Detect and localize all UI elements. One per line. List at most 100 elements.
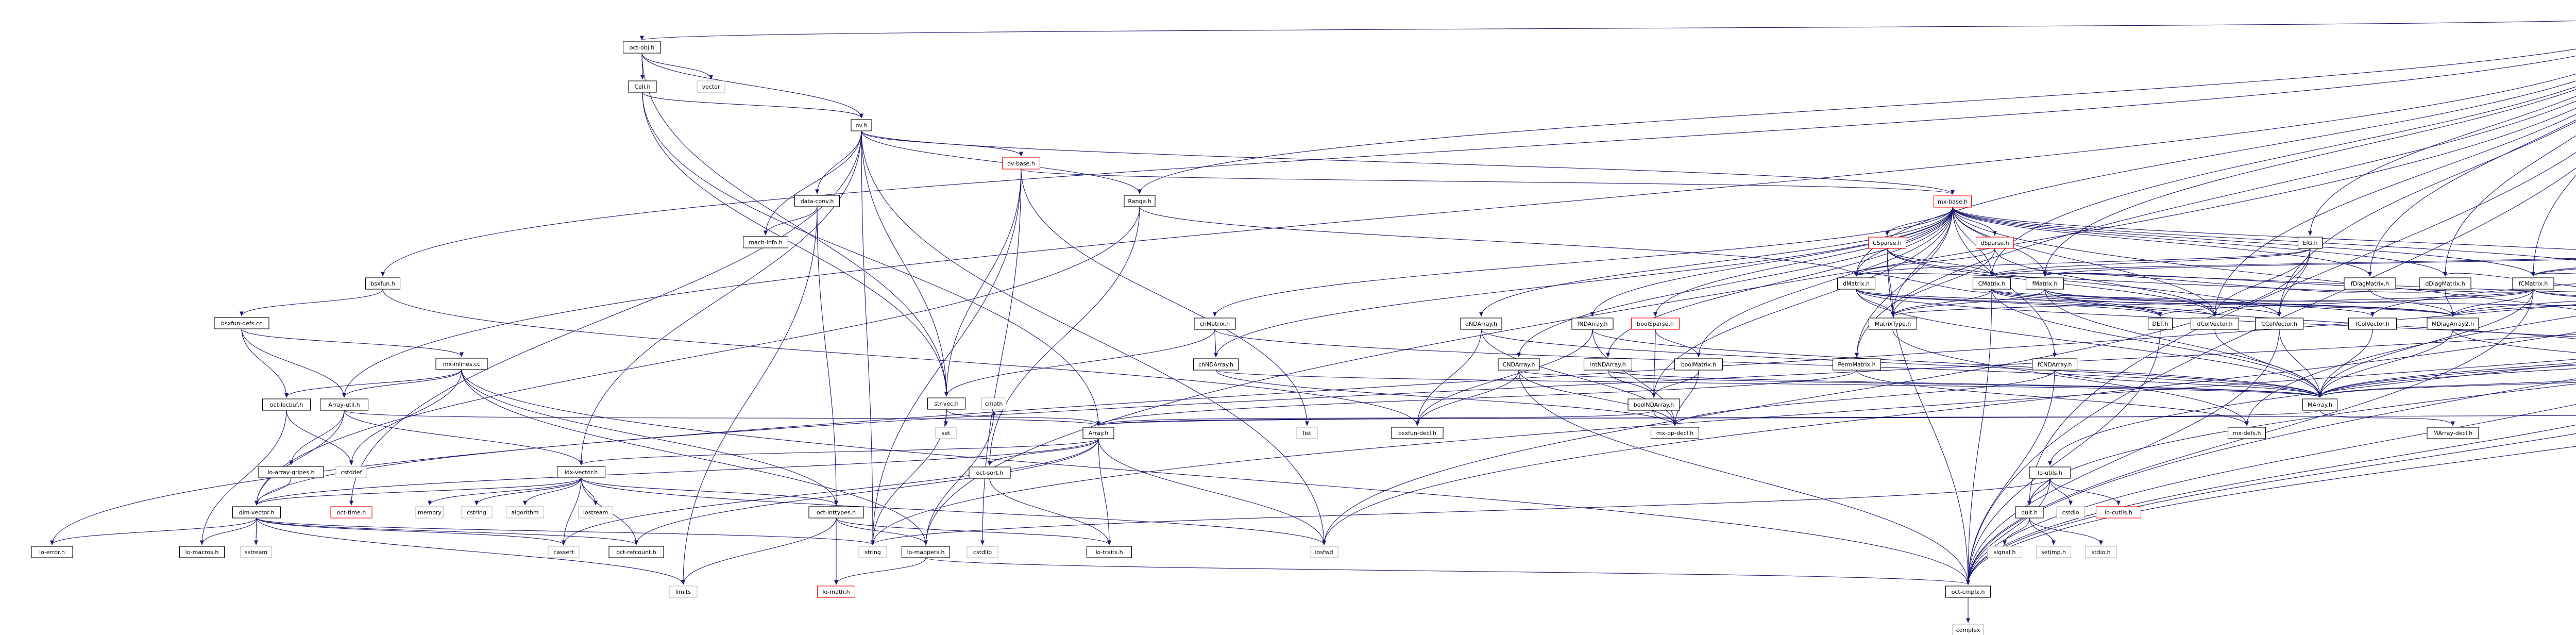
node-matrixtype-h[interactable]: MatrixType.h: [1868, 318, 1918, 330]
node-fdiagmatrix-h[interactable]: fDiagMatrix.h: [2344, 277, 2396, 290]
node-csparse-h[interactable]: CSparse.h: [1868, 237, 1907, 249]
node-ddiagmatrix-h[interactable]: dDiagMatrix.h: [2419, 277, 2471, 290]
node-box-array-util-h[interactable]: [319, 398, 369, 411]
node-box-ov-h[interactable]: [851, 119, 872, 131]
node-lo-array-gripes-h[interactable]: lo-array-gripes.h: [258, 466, 324, 478]
node-lo-error-h[interactable]: lo-error.h: [31, 546, 73, 558]
node-fndarray-h[interactable]: fNDArray.h: [1571, 318, 1614, 330]
node-box-mx-defs-h[interactable]: [2227, 427, 2266, 439]
node-lo-mappers-h[interactable]: lo-mappers.h: [901, 546, 951, 558]
node-dim-vector-h[interactable]: dim-vector.h: [232, 506, 281, 519]
node-oct-locbuf-h[interactable]: oct-locbuf.h: [262, 398, 311, 411]
node-chndarray-h[interactable]: chNDArray.h: [1193, 358, 1239, 371]
node-marray-h[interactable]: MArray.h: [2302, 398, 2338, 411]
node-box-boolsparse-h[interactable]: [1631, 318, 1680, 330]
node-lo-utils-h[interactable]: lo-utils.h: [2029, 466, 2071, 479]
node-box-lo-math-h[interactable]: [817, 586, 856, 598]
node-intndarray-h[interactable]: intNDArray.h: [1583, 358, 1633, 371]
node-bsxfun-decl-h[interactable]: bsxfun-decl.h: [1391, 427, 1444, 439]
node-box-fdiagmatrix-h[interactable]: [2344, 277, 2396, 290]
node-box-ddiagmatrix-h[interactable]: [2419, 277, 2471, 290]
node-data-conv-h[interactable]: data-conv.h: [794, 195, 840, 207]
node-box-quit-h[interactable]: [2015, 506, 2044, 519]
node-box-cndarray-h[interactable]: [1498, 358, 1540, 371]
node-box-oct-cmplx-h[interactable]: [1945, 586, 1991, 598]
node-fcndarray-h[interactable]: fCNDArray.h: [2031, 358, 2078, 371]
node-bsxfun-defs-cc[interactable]: bsxfun-defs.cc: [214, 317, 269, 329]
node-box-bsxfun-h[interactable]: [365, 277, 401, 290]
node-mx-op-decl-h[interactable]: mx-op-decl.h: [1650, 427, 1700, 439]
node-box-csparse-h[interactable]: [1868, 237, 1907, 249]
node-box-fcolvector-h[interactable]: [2348, 318, 2397, 330]
node-box-mx-base-h[interactable]: [1933, 195, 1972, 208]
node-box-str-vec-h[interactable]: [927, 397, 966, 410]
node-lo-macros-h[interactable]: lo-macros.h: [179, 546, 225, 558]
node-permmatrix-h[interactable]: PermMatrix.h: [1832, 358, 1882, 371]
node-box-fcmatrix-h[interactable]: [2512, 277, 2554, 290]
node-box-oct-inttypes-h[interactable]: [808, 506, 864, 519]
node-box-oct-locbuf-h[interactable]: [262, 398, 311, 411]
node-box-oct-obj-h[interactable]: [622, 41, 662, 54]
node-ov-base-h[interactable]: ov-base.h: [1002, 157, 1041, 170]
node-boolmatrix-h[interactable]: boolMatrix.h: [1674, 358, 1723, 371]
node-oct-inttypes-h[interactable]: oct-inttypes.h: [808, 506, 864, 519]
node-box-dndarray-h[interactable]: [1460, 318, 1502, 330]
node-dcolvector-h[interactable]: dColVector.h: [2190, 318, 2240, 330]
node-lo-math-h[interactable]: lo-math.h: [817, 586, 856, 598]
node-box-data-conv-h[interactable]: [794, 195, 840, 207]
node-oct-cmplx-h[interactable]: oct-cmplx.h: [1945, 586, 1991, 598]
node-fcmatrix-h[interactable]: fCMatrix.h: [2512, 277, 2554, 290]
node-fmatrix-h[interactable]: fMatrix.h: [2025, 277, 2064, 290]
node-oct-time-h[interactable]: oct-time.h: [330, 506, 372, 519]
node-box-array-h[interactable]: [1082, 427, 1114, 439]
node-str-vec-h[interactable]: str-vec.h: [927, 397, 966, 410]
node-box-matrixtype-h[interactable]: [1868, 318, 1918, 330]
node-marray-decl-h[interactable]: MArray-decl.h: [2427, 427, 2479, 439]
node-dmatrix-h[interactable]: dMatrix.h: [1837, 277, 1876, 290]
node-box-fndarray-h[interactable]: [1571, 318, 1614, 330]
node-box-lo-utils-h[interactable]: [2029, 466, 2071, 479]
node-box-ov-base-h[interactable]: [1002, 157, 1041, 170]
node-eig-h[interactable]: EIG.h: [2297, 237, 2323, 249]
node-box-dsparse-h[interactable]: [1975, 237, 2014, 249]
node-box-permmatrix-h[interactable]: [1832, 358, 1882, 371]
node-box-fmatrix-h[interactable]: [2025, 277, 2064, 290]
node-box-oct-sort-h[interactable]: [969, 466, 1011, 479]
node-array-util-h[interactable]: Array-util.h: [319, 398, 369, 411]
node-chmatrix-h[interactable]: chMatrix.h: [1194, 318, 1236, 330]
node-mdiagarray2-h[interactable]: MDiagArray2.h: [2427, 318, 2479, 330]
node-dsparse-h[interactable]: dSparse.h: [1975, 237, 2014, 249]
node-oct-sort-h[interactable]: oct-sort.h: [969, 466, 1011, 479]
node-mx-base-h[interactable]: mx-base.h: [1933, 195, 1972, 208]
node-box-lo-array-gripes-h[interactable]: [258, 466, 324, 478]
node-box-boolmatrix-h[interactable]: [1674, 358, 1723, 371]
node-box-dim-vector-h[interactable]: [232, 506, 281, 519]
node-box-mdiagarray2-h[interactable]: [2427, 318, 2479, 330]
node-box-eig-h[interactable]: [2297, 237, 2323, 249]
node-box-cmatrix-h[interactable]: [1972, 277, 2011, 290]
node-box-marray-decl-h[interactable]: [2427, 427, 2479, 439]
node-box-boolndarray-h[interactable]: [1628, 398, 1680, 411]
node-box-lo-mappers-h[interactable]: [901, 546, 951, 558]
node-box-range-h[interactable]: [1124, 195, 1156, 207]
node-box-lo-traits-h[interactable]: [1086, 546, 1132, 558]
node-box-marray-h[interactable]: [2302, 398, 2338, 411]
node-quit-h[interactable]: quit.h: [2015, 506, 2044, 519]
node-box-mx-op-decl-h[interactable]: [1650, 427, 1700, 439]
node-box-lo-error-h[interactable]: [31, 546, 73, 558]
node-box-lo-cutils-h[interactable]: [2095, 506, 2142, 519]
node-box-bsxfun-decl-h[interactable]: [1391, 427, 1444, 439]
node-box-fcndarray-h[interactable]: [2031, 358, 2078, 371]
node-boolndarray-h[interactable]: boolNDArray.h: [1628, 398, 1680, 411]
node-box-bsxfun-defs-cc[interactable]: [214, 317, 269, 329]
node-cell-h[interactable]: Cell.h: [628, 80, 657, 93]
node-boolsparse-h[interactable]: boolSparse.h: [1631, 318, 1680, 330]
node-lo-cutils-h[interactable]: lo-cutils.h: [2095, 506, 2142, 519]
node-box-mx-inlines-cc[interactable]: [435, 358, 488, 370]
node-fcolvector-h[interactable]: fColVector.h: [2348, 318, 2397, 330]
node-box-dmatrix-h[interactable]: [1837, 277, 1876, 290]
node-cmatrix-h[interactable]: CMatrix.h: [1972, 277, 2011, 290]
node-box-cell-h[interactable]: [628, 80, 657, 93]
node-idx-vector-h[interactable]: idx-vector.h: [556, 466, 606, 478]
node-ccolvector-h[interactable]: CColVector.h: [2255, 318, 2304, 330]
